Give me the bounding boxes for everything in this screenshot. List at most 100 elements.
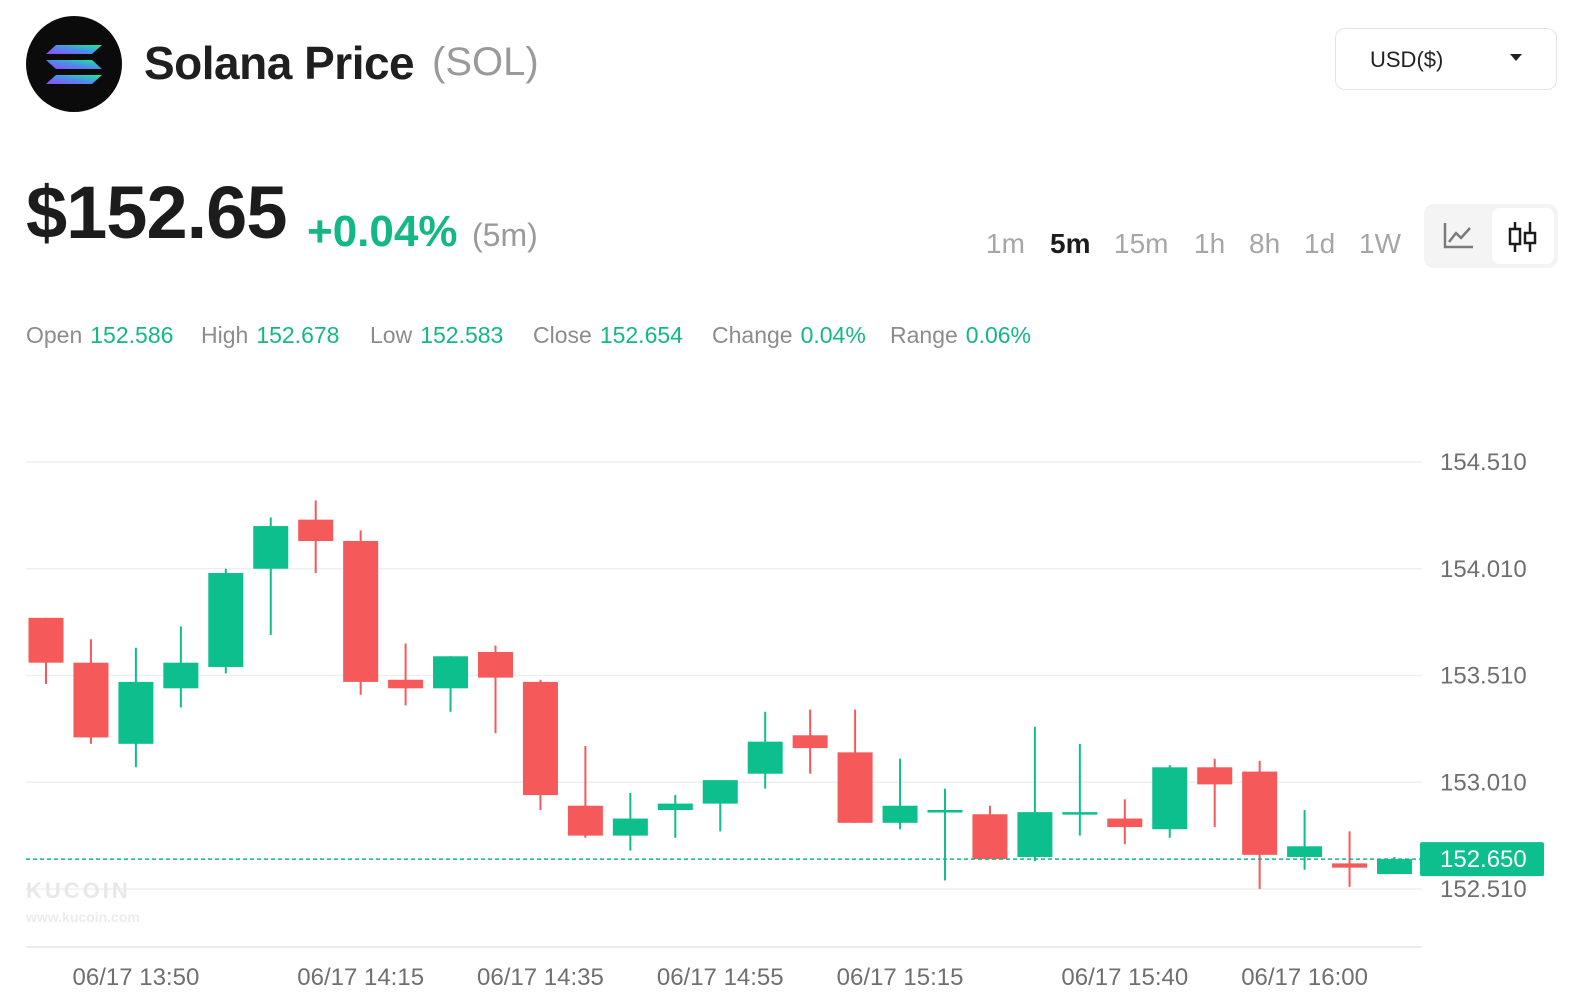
current-price-line: 152.650 bbox=[26, 842, 1544, 877]
candle-up[interactable] bbox=[882, 758, 918, 830]
candle-up[interactable] bbox=[208, 568, 244, 674]
candle-body bbox=[972, 814, 1008, 860]
candle-up[interactable] bbox=[657, 795, 693, 838]
timeframe-1d[interactable]: 1d bbox=[1304, 228, 1336, 259]
candle-body bbox=[1377, 859, 1412, 875]
candle-down[interactable] bbox=[567, 745, 603, 838]
candle-body bbox=[657, 803, 693, 811]
current-price: $152.65 bbox=[26, 171, 287, 254]
coin-symbol: (SOL) bbox=[432, 40, 539, 84]
candle-up[interactable] bbox=[927, 788, 963, 881]
change-period: (5m) bbox=[472, 217, 538, 253]
x-tick-label: 06/17 15:15 bbox=[837, 964, 964, 991]
candlestick-chart[interactable]: KUCOIN www.kucoin.com 152.650 154.510154… bbox=[0, 400, 1570, 1006]
candle-down[interactable] bbox=[1107, 799, 1143, 845]
timeframe-1w[interactable]: 1W bbox=[1359, 228, 1401, 259]
x-tick-label: 06/17 14:35 bbox=[477, 964, 604, 991]
candle-body bbox=[1332, 863, 1368, 868]
candle-body bbox=[1287, 846, 1323, 857]
candle-up[interactable] bbox=[118, 647, 154, 768]
timeframe-1h[interactable]: 1h bbox=[1194, 228, 1226, 259]
x-tick-label: 06/17 13:50 bbox=[73, 964, 200, 991]
candlestick-icon bbox=[1508, 222, 1537, 252]
candle-up[interactable] bbox=[1287, 810, 1323, 870]
ohlc-high: High 152.678 bbox=[201, 322, 340, 348]
candle-body bbox=[73, 662, 109, 738]
candle-down[interactable] bbox=[837, 709, 873, 823]
price-change: +0.04% bbox=[307, 207, 458, 256]
candle-body bbox=[1107, 818, 1143, 828]
candle-body bbox=[433, 656, 469, 689]
candle-body bbox=[1062, 812, 1098, 815]
candle-down[interactable] bbox=[298, 500, 334, 574]
y-tick-label: 153.510 bbox=[1440, 663, 1527, 690]
candle-body bbox=[1152, 767, 1188, 830]
candle-down[interactable] bbox=[28, 617, 64, 685]
candle-body bbox=[612, 818, 648, 836]
watermark-name: KUCOIN bbox=[26, 878, 131, 903]
candle-body bbox=[927, 810, 963, 813]
candle-body bbox=[1242, 771, 1278, 855]
candle-up[interactable] bbox=[747, 711, 783, 789]
candle-body bbox=[118, 681, 154, 744]
line-chart-button[interactable] bbox=[1428, 208, 1490, 264]
candle-up[interactable] bbox=[1152, 765, 1188, 838]
ohlc-change: Change 0.04% bbox=[712, 322, 866, 348]
candle-up[interactable] bbox=[253, 517, 289, 635]
currency-value: USD($) bbox=[1370, 47, 1444, 72]
watermark-url: www.kucoin.com bbox=[25, 909, 140, 925]
candle-body bbox=[567, 805, 603, 836]
candle-body bbox=[343, 540, 379, 682]
candle-up[interactable] bbox=[612, 792, 648, 851]
candle-body bbox=[747, 741, 783, 774]
candle-down[interactable] bbox=[1197, 758, 1233, 828]
candle-body bbox=[298, 519, 334, 541]
currency-select[interactable]: USD($) bbox=[1335, 28, 1557, 90]
candle-body bbox=[1017, 812, 1053, 857]
ohlc-range: Range 0.06% bbox=[890, 322, 1031, 348]
candle-down[interactable] bbox=[1242, 760, 1278, 889]
candle-body bbox=[163, 662, 199, 689]
candle-body bbox=[792, 735, 828, 749]
ohlc-open: Open 152.586 bbox=[26, 322, 174, 348]
candles bbox=[28, 500, 1412, 889]
current-price-badge bbox=[1420, 842, 1544, 877]
candle-body bbox=[882, 805, 918, 823]
candle-down[interactable] bbox=[792, 709, 828, 774]
x-tick-label: 06/17 16:00 bbox=[1241, 964, 1368, 991]
candle-body bbox=[253, 526, 289, 569]
candle-up[interactable] bbox=[163, 626, 199, 708]
current-price-label: 152.650 bbox=[1440, 846, 1527, 873]
ohlc-close: Close 152.654 bbox=[533, 322, 683, 348]
candle-down[interactable] bbox=[73, 639, 109, 744]
candle-down[interactable] bbox=[522, 679, 558, 811]
candle-up[interactable] bbox=[433, 656, 469, 712]
candle-body bbox=[837, 752, 873, 823]
candle-body bbox=[702, 780, 738, 804]
ohlc-low: Low 152.583 bbox=[370, 322, 504, 348]
candle-down[interactable] bbox=[972, 805, 1008, 860]
candle-down[interactable] bbox=[388, 643, 424, 706]
candle-down[interactable] bbox=[343, 530, 379, 695]
candle-down[interactable] bbox=[478, 645, 513, 734]
y-tick-label: 154.010 bbox=[1440, 556, 1527, 583]
candle-body bbox=[522, 681, 558, 796]
y-tick-label: 153.010 bbox=[1440, 769, 1527, 796]
candle-up[interactable] bbox=[1017, 726, 1053, 862]
timeframe-8h[interactable]: 8h bbox=[1249, 228, 1281, 259]
timeframe-5m[interactable]: 5m bbox=[1050, 228, 1091, 259]
candle-body bbox=[1197, 767, 1233, 785]
kucoin-watermark: KUCOIN www.kucoin.com bbox=[25, 878, 140, 925]
timeframe-15m[interactable]: 15m bbox=[1114, 228, 1169, 259]
candlestick-button[interactable] bbox=[1492, 208, 1554, 264]
x-tick-label: 06/17 14:15 bbox=[297, 964, 424, 991]
y-tick-label: 154.510 bbox=[1440, 449, 1527, 476]
grid-lines bbox=[26, 461, 1422, 948]
timeframe-1m[interactable]: 1m bbox=[986, 228, 1025, 259]
y-tick-label: 152.510 bbox=[1440, 876, 1527, 903]
line-chart-icon bbox=[1443, 223, 1473, 249]
y-axis: 154.510 154.010 153.510 153.010 152.510 bbox=[1440, 449, 1527, 903]
candle-body bbox=[28, 617, 64, 663]
candle-up[interactable] bbox=[702, 780, 738, 832]
candle-up[interactable] bbox=[1062, 743, 1098, 836]
